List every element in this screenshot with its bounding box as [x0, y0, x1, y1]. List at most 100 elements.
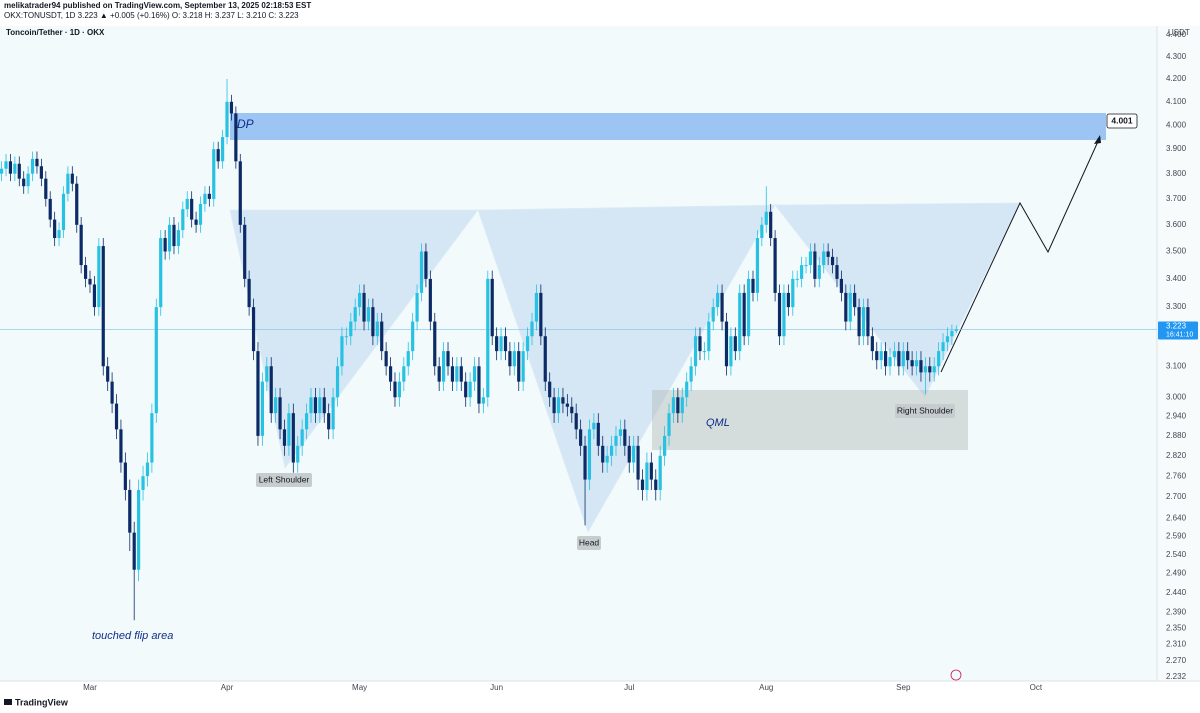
y-tick-label: 3.400: [1166, 274, 1187, 283]
candle-body: [525, 336, 530, 352]
candle-body: [729, 336, 733, 367]
candle-body: [269, 366, 273, 414]
y-tick-label: 3.900: [1166, 144, 1187, 153]
footer-brand: TradingView: [15, 697, 69, 707]
candle-body: [539, 292, 543, 337]
candle-body: [720, 292, 724, 322]
candle-body: [632, 445, 636, 463]
candle-body: [853, 292, 857, 308]
candle-body: [804, 265, 808, 267]
candle-body: [592, 422, 596, 430]
y-tick-label: 2.880: [1166, 431, 1187, 440]
candle-body: [742, 292, 746, 337]
candle-body: [384, 351, 388, 367]
symbol-legend: OKX:TONUSDT, 1D 3.223 ▲ +0.005 (+0.16%) …: [4, 11, 299, 20]
candle-body: [137, 489, 141, 570]
candle-body: [380, 321, 384, 352]
candle-body: [406, 351, 410, 367]
candle-body: [751, 278, 755, 293]
candle-body: [274, 397, 278, 414]
candle-body: [945, 336, 950, 343]
candle-body: [769, 211, 773, 239]
candle-body: [561, 397, 565, 404]
candle-body: [225, 101, 229, 138]
candle-body: [808, 251, 813, 266]
y-tick-label: 2.700: [1166, 492, 1187, 501]
candle-body: [848, 292, 852, 322]
qml-zone: [652, 390, 968, 450]
candle-body: [839, 278, 843, 293]
candle-body: [119, 429, 123, 463]
candle-body: [786, 292, 790, 308]
candle-body: [870, 336, 874, 352]
candle-body: [932, 366, 936, 373]
candle-body: [618, 429, 622, 436]
candle-body: [101, 246, 105, 367]
candle-body: [813, 251, 817, 279]
candle-body: [216, 149, 220, 162]
y-tick-label: 2.232: [1166, 672, 1187, 681]
candle-body: [724, 321, 729, 367]
y-tick-label: 2.590: [1166, 531, 1187, 540]
y-tick-label: 3.500: [1166, 247, 1187, 256]
candle-body: [817, 265, 821, 279]
candle-body: [795, 278, 799, 280]
candle-body: [194, 219, 198, 225]
candle-body: [251, 307, 256, 352]
candle-body: [693, 336, 698, 367]
candle-body: [910, 360, 914, 367]
candle-body: [433, 321, 437, 367]
candle-body: [287, 413, 291, 446]
candle-body: [159, 238, 163, 308]
candle-body: [857, 307, 861, 337]
candle-body: [181, 209, 185, 231]
candle-body: [574, 413, 578, 430]
candle-body: [698, 336, 702, 352]
candle-body: [362, 292, 366, 322]
candle-body: [150, 413, 154, 463]
candle-body: [167, 224, 172, 252]
candle-body: [70, 173, 74, 184]
candle-body: [649, 462, 653, 480]
candle-body: [552, 397, 556, 414]
candle-body: [791, 278, 795, 308]
target-label: 4.001: [1111, 115, 1133, 125]
candle-body: [645, 462, 649, 490]
candle-body: [375, 321, 379, 337]
candle-body: [256, 351, 260, 436]
candle-body: [397, 381, 401, 398]
candle-body: [702, 351, 706, 353]
head-pattern: [477, 204, 776, 533]
candle-body: [919, 360, 923, 373]
candle-body: [172, 224, 176, 247]
candle-body: [304, 413, 309, 430]
target-box: [1106, 113, 1138, 129]
candle-body: [711, 307, 715, 322]
candle-body: [830, 256, 835, 266]
candle-body: [322, 397, 326, 414]
candle-body: [145, 462, 150, 477]
pattern-label: Left Shoulder: [259, 474, 310, 484]
candle-body: [760, 224, 764, 239]
candle-body: [901, 351, 905, 367]
x-tick-label: Oct: [1030, 683, 1043, 692]
flip-label: touched flip area: [92, 630, 173, 642]
candle-body: [609, 445, 614, 456]
candle-body: [53, 219, 57, 239]
candle-body: [667, 413, 671, 436]
candle-body: [481, 397, 485, 404]
candle-body: [800, 265, 804, 279]
candle-body: [897, 351, 901, 367]
candle-body: [517, 351, 521, 382]
candle-body: [402, 366, 406, 382]
candle-body: [79, 224, 83, 266]
y-tick-label: 4.400: [1166, 30, 1187, 39]
pattern-tag: [577, 536, 601, 550]
y-tick-label: 3.600: [1166, 220, 1187, 229]
last-price-label: 3.223: [1166, 322, 1187, 331]
candle-body: [733, 336, 737, 352]
y-tick-label: 2.440: [1166, 588, 1187, 597]
candle-body: [941, 342, 945, 352]
candle-body: [17, 163, 21, 179]
candle-body: [198, 204, 203, 225]
